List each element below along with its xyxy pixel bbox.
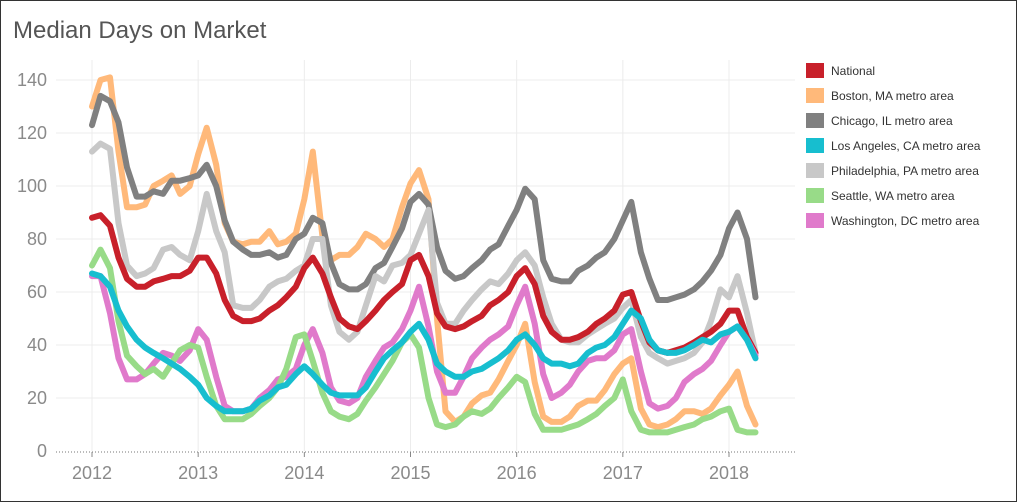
x-tick-label: 2013 xyxy=(178,463,218,483)
legend-item: Chicago, IL metro area xyxy=(806,108,980,133)
series-line-seattle-wa-metro-area xyxy=(89,246,759,436)
series-line-philadelphia-pa-metro-area xyxy=(89,140,759,367)
legend-item: National xyxy=(806,58,980,83)
y-tick-label: 20 xyxy=(27,388,47,408)
legend-label: Philadelphia, PA metro area xyxy=(831,163,979,178)
legend-swatch xyxy=(806,188,824,203)
series-line-boston-ma-metro-area xyxy=(89,74,759,431)
series-line-washington-dc-metro-area xyxy=(89,273,759,415)
y-tick-label: 0 xyxy=(37,441,47,461)
legend-label: Chicago, IL metro area xyxy=(831,113,953,128)
legend-label: Seattle, WA metro area xyxy=(831,188,955,203)
legend-swatch xyxy=(806,213,824,228)
axis-ticks: 0 20 40 60 80 100 120 140 2012 2013 2014 2015 2016 20… xyxy=(17,70,795,483)
legend-item: Washington, DC metro area xyxy=(806,208,980,233)
y-tick-label: 80 xyxy=(27,229,47,249)
y-tick-label: 60 xyxy=(27,282,47,302)
legend-label: National xyxy=(831,63,876,78)
legend-item: Los Angeles, CA metro area xyxy=(806,133,980,158)
legend-swatch xyxy=(806,163,824,178)
legend-item: Philadelphia, PA metro area xyxy=(806,158,980,183)
x-tick-label: 2017 xyxy=(603,463,643,483)
x-tick-label: 2018 xyxy=(709,463,749,483)
legend-item: Boston, MA metro area xyxy=(806,83,980,108)
legend-label: Washington, DC metro area xyxy=(831,213,980,228)
x-tick-label: 2016 xyxy=(497,463,537,483)
chart-legend: National Boston, MA metro area Chicago, IL… xyxy=(806,58,980,233)
gridlines xyxy=(56,60,795,451)
y-tick-label: 100 xyxy=(17,176,47,196)
chart-title: Median Days on Market xyxy=(13,17,267,44)
legend-swatch xyxy=(806,138,824,153)
y-tick-label: 120 xyxy=(17,123,47,143)
x-tick-label: 2012 xyxy=(72,463,112,483)
y-tick-label: 40 xyxy=(27,335,47,355)
legend-swatch xyxy=(806,63,824,78)
legend-label: Los Angeles, CA metro area xyxy=(831,138,981,153)
x-tick-label: 2015 xyxy=(390,463,430,483)
series-line-chicago-il-metro-area xyxy=(89,92,759,303)
legend-swatch xyxy=(806,88,824,103)
y-tick-label: 140 xyxy=(17,70,47,90)
legend-swatch xyxy=(806,113,824,128)
series-lines xyxy=(89,74,759,436)
x-tick-label: 2014 xyxy=(284,463,324,483)
series-line-los-angeles-ca-metro-area xyxy=(89,270,759,415)
legend-item: Seattle, WA metro area xyxy=(806,183,980,208)
legend-label: Boston, MA metro area xyxy=(831,88,954,103)
